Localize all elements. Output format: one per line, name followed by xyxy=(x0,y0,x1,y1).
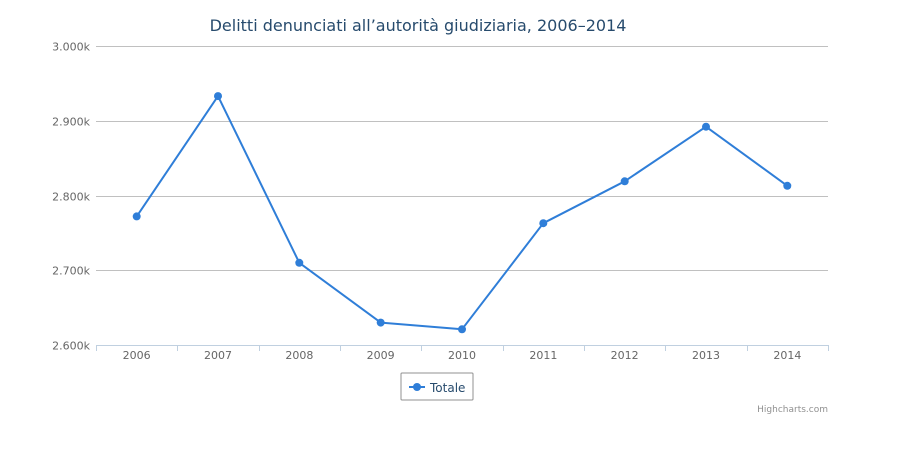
x-axis: 2006 2007 2008 2009 2010 2011 2012 2013 2014 xyxy=(96,345,829,362)
x-tick-label: 2009 xyxy=(367,349,395,362)
credits-link[interactable]: Highcharts.com xyxy=(757,405,828,415)
legend[interactable]: Totale xyxy=(400,372,474,401)
legend-marker-icon xyxy=(413,383,421,391)
data-point[interactable] xyxy=(295,258,304,267)
gridlines xyxy=(96,46,828,271)
x-tick-label: 2014 xyxy=(773,349,801,362)
x-tick-label: 2012 xyxy=(611,349,639,362)
data-point[interactable] xyxy=(376,318,385,327)
data-point[interactable] xyxy=(132,212,141,221)
y-tick-label: 2.900k xyxy=(52,116,90,129)
x-tick-label: 2013 xyxy=(692,349,720,362)
data-point[interactable] xyxy=(214,92,222,101)
data-point[interactable] xyxy=(539,219,548,228)
y-tick-label: 2.800k xyxy=(52,191,90,204)
y-axis: 3.000k 2.900k 2.800k 2.700k 2.600k xyxy=(52,41,90,353)
y-tick-label: 2.700k xyxy=(52,265,90,278)
x-tick-label: 2011 xyxy=(529,349,557,362)
chart-title: Delitti denunciati all’autorità giudizia… xyxy=(210,16,627,35)
x-tick-label: 2008 xyxy=(285,349,313,362)
x-tick-label: 2010 xyxy=(448,349,476,362)
x-tick-label: 2007 xyxy=(204,349,232,362)
legend-box xyxy=(400,372,474,401)
data-point[interactable] xyxy=(702,122,710,131)
series-totale[interactable] xyxy=(132,92,792,334)
data-point[interactable] xyxy=(783,181,792,190)
series-line[interactable] xyxy=(135,95,789,331)
y-tick-label: 2.600k xyxy=(52,340,90,353)
x-tick-label: 2006 xyxy=(123,349,151,362)
legend-item-label[interactable]: Totale xyxy=(429,381,465,395)
y-tick-label: 3.000k xyxy=(52,41,90,54)
data-point[interactable] xyxy=(620,177,629,186)
data-point[interactable] xyxy=(458,325,466,334)
